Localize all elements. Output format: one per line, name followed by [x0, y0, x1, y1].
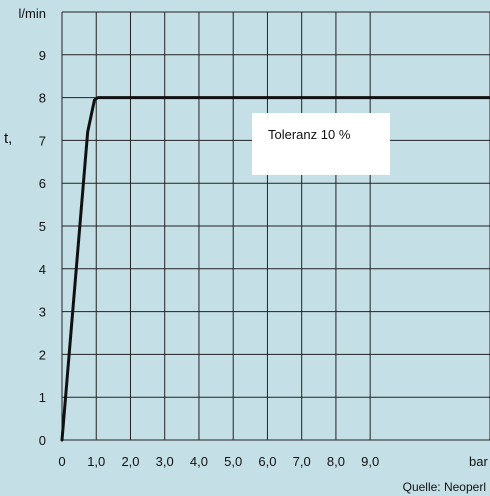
y-tick-label: 9 — [39, 48, 46, 63]
source-label: Quelle: Neoperl — [403, 480, 486, 494]
y-tick-label: 8 — [39, 91, 46, 106]
x-tick-label: 2,0 — [121, 454, 139, 469]
x-tick-label: 7,0 — [293, 454, 311, 469]
flow-line — [60, 96, 490, 442]
y-tick-label: 0 — [39, 433, 46, 448]
y-tick-label: 7 — [39, 133, 46, 148]
y-tick-label: 4 — [39, 262, 46, 277]
y-axis-unit-label: l/min — [19, 6, 46, 21]
grid-layer — [61, 11, 490, 441]
x-tick-label: 0 — [58, 454, 65, 469]
x-tick-label: 6,0 — [258, 454, 276, 469]
y-tick-label: 1 — [39, 390, 46, 405]
x-tick-label: 4,0 — [190, 454, 208, 469]
tolerance-label: Toleranz 10 % — [268, 127, 351, 142]
ticks-layer: 0 1 2 3 4 5 6 7 8 9 0 1,0 2,0 3,0 4,0 5,0 6,0 7,0 8,0 9,0 — [39, 48, 379, 469]
x-tick-label: 9,0 — [361, 454, 379, 469]
cut-off-text: t, — [4, 130, 12, 147]
x-tick-label: 5,0 — [224, 454, 242, 469]
tolerance-box — [252, 113, 390, 175]
x-tick-label: 3,0 — [156, 454, 174, 469]
y-tick-label: 3 — [39, 305, 46, 320]
x-tick-label: 1,0 — [87, 454, 105, 469]
annotation-layer: Toleranz 10 % — [252, 113, 390, 175]
y-tick-label: 6 — [39, 176, 46, 191]
y-tick-label: 2 — [39, 347, 46, 362]
x-tick-label: 8,0 — [327, 454, 345, 469]
y-tick-label: 5 — [39, 219, 46, 234]
x-axis-unit-label: bar — [469, 454, 488, 469]
series-layer — [60, 96, 490, 442]
